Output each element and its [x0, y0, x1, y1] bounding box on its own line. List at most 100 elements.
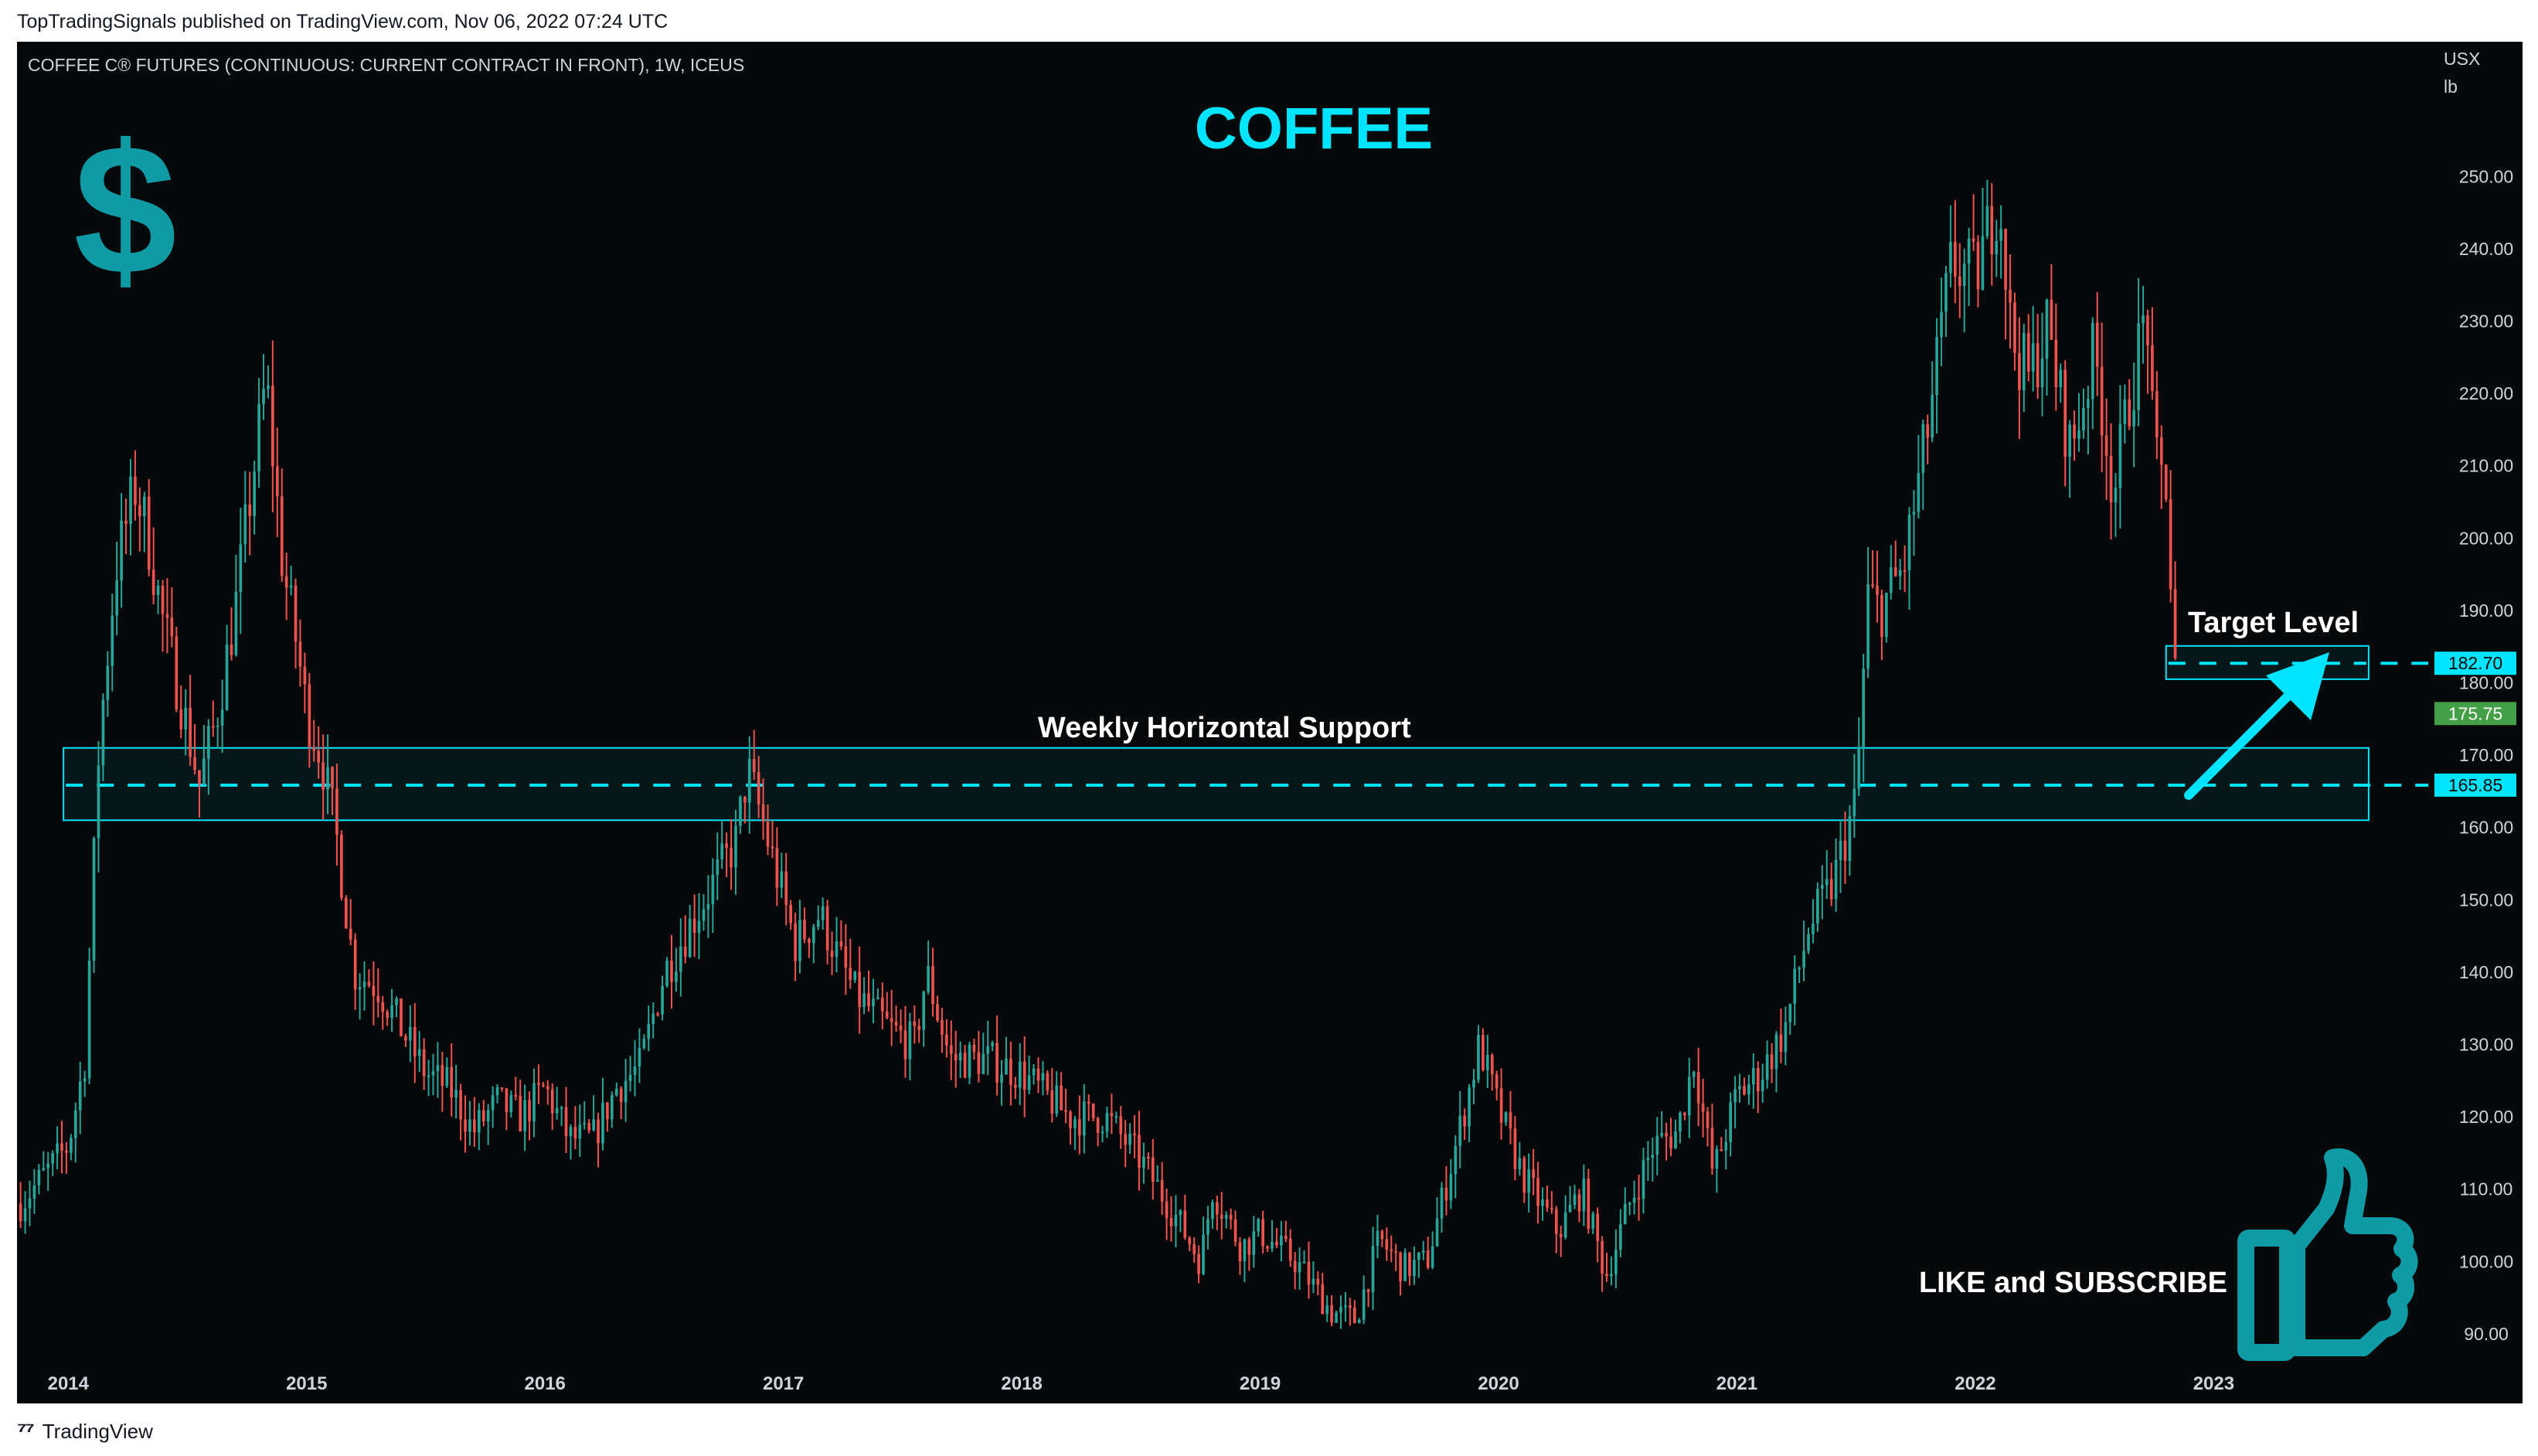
candle-body: [2109, 456, 2113, 502]
arrow-icon: [2184, 652, 2329, 800]
x-tick-label: 2022: [1955, 1373, 1995, 1394]
candle-body: [1972, 238, 1975, 242]
y-tick-label: 180.00: [2459, 673, 2513, 693]
candle-body: [592, 1119, 595, 1131]
candle-body: [1646, 1158, 1650, 1161]
candle-body: [1706, 1111, 1710, 1128]
candle-body: [1220, 1214, 1223, 1219]
candle-body: [519, 1096, 522, 1131]
candle-body: [308, 684, 311, 747]
candle-body: [1165, 1201, 1169, 1219]
candle-body: [386, 1012, 390, 1019]
candle-body: [890, 1018, 893, 1022]
thumbs-up-icon: [2237, 1148, 2418, 1361]
y-tick-label: 170.00: [2459, 745, 2513, 765]
candle-body: [917, 1026, 921, 1030]
candle-body: [880, 997, 884, 1012]
candle-body: [2082, 407, 2085, 431]
candle-body: [120, 520, 123, 580]
candle-body: [294, 585, 298, 642]
candle-body: [111, 615, 114, 666]
candle-body: [413, 1027, 417, 1056]
price-axis[interactable]: 90.00 100.00 110.00 120.00 130.00 140.00 150.0…: [2459, 166, 2513, 1344]
candle-body: [1454, 1145, 1458, 1175]
candle-body: [2040, 358, 2044, 388]
candle-body: [564, 1107, 568, 1137]
candle-body: [1027, 1075, 1031, 1090]
candle-body: [1876, 585, 1879, 595]
candle-body: [922, 992, 926, 1030]
x-tick-label: 2015: [286, 1373, 327, 1394]
candle-body: [1871, 584, 1874, 587]
candle-body: [1280, 1236, 1283, 1246]
candle-body: [262, 389, 265, 404]
candle-body: [1582, 1179, 1586, 1212]
candle-body: [1550, 1207, 1553, 1209]
candle-body: [317, 750, 321, 763]
candle-body: [2155, 391, 2159, 437]
candle-body: [257, 403, 260, 471]
candle-body: [2128, 399, 2131, 427]
y-tick-label: 210.00: [2459, 456, 2513, 476]
candle-body: [303, 666, 307, 685]
candle-body: [532, 1083, 536, 1122]
candle-body: [2077, 430, 2080, 439]
candle-body: [1138, 1135, 1141, 1168]
candle-body: [1752, 1067, 1755, 1085]
candle-body: [19, 1203, 22, 1222]
candle-body: [523, 1100, 526, 1131]
candle-body: [1202, 1234, 1205, 1274]
candle-body: [1893, 567, 1897, 577]
candle-body: [362, 981, 366, 988]
x-tick-label: 2019: [1240, 1373, 1281, 1394]
y-tick-label: 150.00: [2459, 890, 2513, 910]
candle-body: [628, 1074, 632, 1081]
candle-body: [1949, 242, 1952, 274]
candle-body: [578, 1124, 582, 1139]
candle-body: [528, 1100, 531, 1122]
candle-body: [1041, 1073, 1045, 1081]
candle-body: [1064, 1110, 1067, 1112]
candle-body: [1701, 1103, 1705, 1112]
candle-body: [1293, 1260, 1297, 1273]
candle-body: [2123, 399, 2127, 424]
time-axis[interactable]: 2014 2015 2016 2017 2018 2019 2020 2021 2022 2023: [48, 1373, 2234, 1394]
candle-body: [1618, 1224, 1622, 1250]
candle-body: [289, 585, 293, 588]
candle-body: [1559, 1233, 1563, 1237]
candle-body: [1101, 1131, 1104, 1134]
candle-body: [42, 1168, 46, 1170]
candle-body: [1729, 1102, 1733, 1142]
candle-body: [2173, 589, 2177, 658]
chart-panel[interactable]: COFFEE C® FUTURES (CONTINUOUS: CURRENT C…: [17, 42, 2523, 1403]
candle-body: [2026, 332, 2030, 372]
price-chart[interactable]: COFFEE C® FUTURES (CONTINUOUS: CURRENT C…: [17, 42, 2523, 1403]
candle-body: [1302, 1261, 1306, 1264]
candle-body: [1563, 1212, 1567, 1237]
candle-body: [1119, 1116, 1123, 1135]
candle-body: [1257, 1219, 1260, 1232]
candle-body: [491, 1095, 495, 1111]
x-tick-label: 2023: [2193, 1373, 2234, 1394]
candle-body: [1096, 1118, 1100, 1133]
candle-body: [702, 909, 706, 921]
candle-body: [743, 797, 747, 803]
candle-body: [977, 1052, 981, 1074]
candle-body: [811, 927, 815, 944]
candle-body: [1110, 1113, 1114, 1117]
candle-body: [1715, 1149, 1719, 1169]
candle-body: [1857, 747, 1861, 789]
candle-body: [899, 1026, 903, 1031]
candle-body: [1642, 1160, 1645, 1199]
candle-body: [2159, 437, 2163, 465]
candle-body: [1408, 1252, 1411, 1277]
publication-info: TopTradingSignals published on TradingVi…: [17, 11, 669, 32]
candle-body: [280, 496, 284, 577]
candle-body: [862, 993, 866, 1008]
candle-body: [1738, 1086, 1741, 1090]
candle-body: [1215, 1202, 1219, 1215]
candle-body: [1885, 593, 1888, 638]
candle-body: [2004, 229, 2007, 290]
candle-body: [408, 1027, 412, 1041]
y-tick-label: 90.00: [2464, 1324, 2509, 1344]
